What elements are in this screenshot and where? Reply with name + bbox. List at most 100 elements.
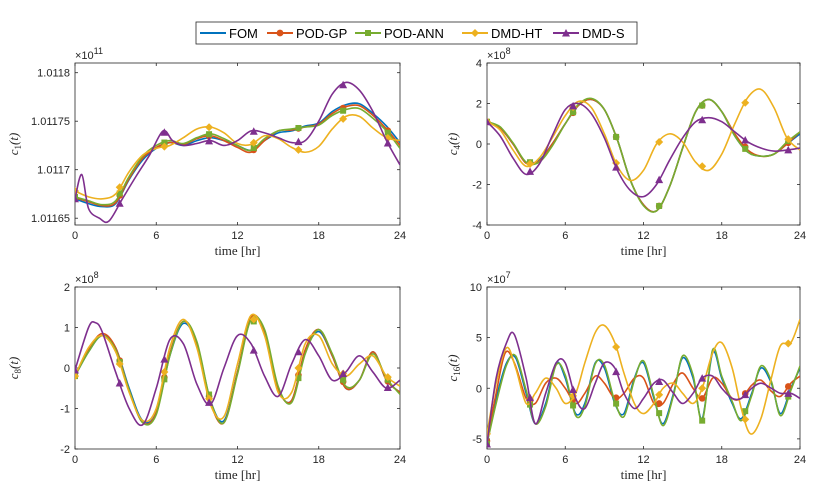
series-marker-dmd-s [115,199,124,207]
y-axis-label-arg: (t) [6,357,21,369]
series-marker-dmd-ht [655,390,664,399]
y-tick-label: -1 [60,404,70,416]
series-marker-dmd-s [698,374,707,382]
series-marker-dmd-s [294,347,303,356]
x-tick-label: 0 [72,454,78,466]
legend-box [195,21,638,45]
legend-marker-pod-ann [365,30,371,36]
series-marker-dmd-s [655,175,664,184]
x-tick-label: 6 [153,230,159,242]
series-marker-pod-gp [698,395,706,402]
series-marker-pod-gp [655,400,663,407]
series-marker-dmd-ht [249,315,258,324]
series-marker-dmd-s [115,378,124,387]
series-marker-pod-gp [784,383,792,390]
x-tick-label: 18 [716,454,728,466]
series-marker-dmd-s [75,194,79,203]
series-marker-dmd-ht [655,137,664,146]
x-tick-label: 12 [231,230,243,242]
x-tick-label: 18 [313,454,325,466]
series-marker-dmd-ht [383,373,392,382]
x-axis-label: time [hr] [621,467,667,482]
series-marker-dmd-ht [205,123,214,132]
plot-area [487,319,800,448]
x-tick-label: 0 [484,454,490,466]
x-tick-label: 6 [562,454,568,466]
y-tick-label: 1.01175 [31,116,70,128]
x-tick-label: 12 [231,454,243,466]
y-axis-label-base: c [445,376,460,382]
series-marker-pod-ann [570,402,577,409]
series-marker-pod-ann [206,391,213,398]
y-tick-label: 1.0118 [37,68,70,80]
y-tick-label: -4 [472,220,482,232]
axes-box [486,286,801,450]
series-marker-dmd-s [784,145,793,154]
series-marker-dmd-s [339,369,348,378]
series-marker-dmd-s [383,383,392,391]
series-marker-dmd-s [741,135,750,144]
legend-label-dmd-ht: DMD-HT [491,26,542,41]
series-line-dmd-ht [487,88,800,182]
y-axis-label: c1(t) [6,133,23,156]
legend-entry-dmd-s: DMD-S [553,26,625,41]
series-marker-dmd-ht [741,98,750,107]
series-marker-dmd-s [383,139,392,147]
x-tick-label: 12 [637,454,649,466]
x-axis-label: time [hr] [215,467,261,482]
series-marker-dmd-s [160,355,169,363]
panels: 0 6 12 18 241.011651.01171.011751.0118×1011t… [6,46,806,482]
y-axis-label-arg: (t) [6,133,21,145]
x-tick-label: 0 [72,230,78,242]
series-marker-dmd-s [339,80,348,89]
series-marker-dmd-ht [339,114,348,123]
x-axis-label: time [hr] [621,243,667,258]
x-axis-label: time [hr] [215,243,261,258]
series-marker-dmd-s [698,115,707,124]
series-marker-dmd-s [487,439,491,448]
series-marker-dmd-s [569,101,578,110]
series-marker-dmd-s [160,128,169,136]
legend-marker-dmd-ht [471,29,479,37]
series-marker-dmd-s [741,390,750,399]
series-marker-dmd-ht [784,339,793,348]
series-marker-dmd-ht [698,384,707,393]
y-axis-label-sub: 1 [13,145,23,150]
y-axis-label-base: c [445,149,460,155]
series-marker-dmd-ht [115,183,124,192]
legend-entry-dmd-ht: DMD-HT [462,26,542,41]
y-axis-label: c4(t) [445,133,462,156]
panel-1: 0 6 12 18 24 1.01165 1.0117 1.01175 1.0118 ×1011 t… [6,46,406,258]
series-line-pod-ann [487,347,800,445]
legend-marker-dmd-s [562,29,570,37]
axis-exponent-power: 11 [94,46,103,56]
y-axis-label: c8(t) [6,357,23,380]
series-marker-pod-ann [742,145,749,152]
series-marker-dmd-s [612,367,621,376]
y-axis-label-arg: (t) [445,133,460,145]
y-axis-label: c16(t) [445,354,462,381]
series-marker-dmd-ht [526,159,535,168]
series-marker-dmd-s [784,389,793,397]
series-line-dmd-ht [75,114,400,200]
series-line-dmd-ht [487,319,800,435]
axis-exponent-power: 8 [506,46,511,56]
series-marker-dmd-ht [612,343,621,352]
series-marker-dmd-s [526,393,535,402]
axis-exponent: ×107 [487,270,511,286]
plot-area [487,88,800,213]
x-tick-label: 12 [637,230,649,242]
legend: FOM POD-GP POD-ANN DMD-HT DMD-S [195,21,638,45]
y-axis-label-sub: 8 [13,369,23,374]
series-marker-dmd-s [294,137,303,146]
series-marker-dmd-ht [698,162,707,171]
series-marker-pod-ann [570,109,577,116]
x-tick-label: 6 [153,454,159,466]
series-marker-pod-ann [699,417,706,424]
series-marker-pod-ann [206,131,213,138]
y-tick-label: 5 [476,333,482,345]
series-marker-dmd-ht [249,138,258,147]
y-tick-label: 2 [64,282,70,294]
